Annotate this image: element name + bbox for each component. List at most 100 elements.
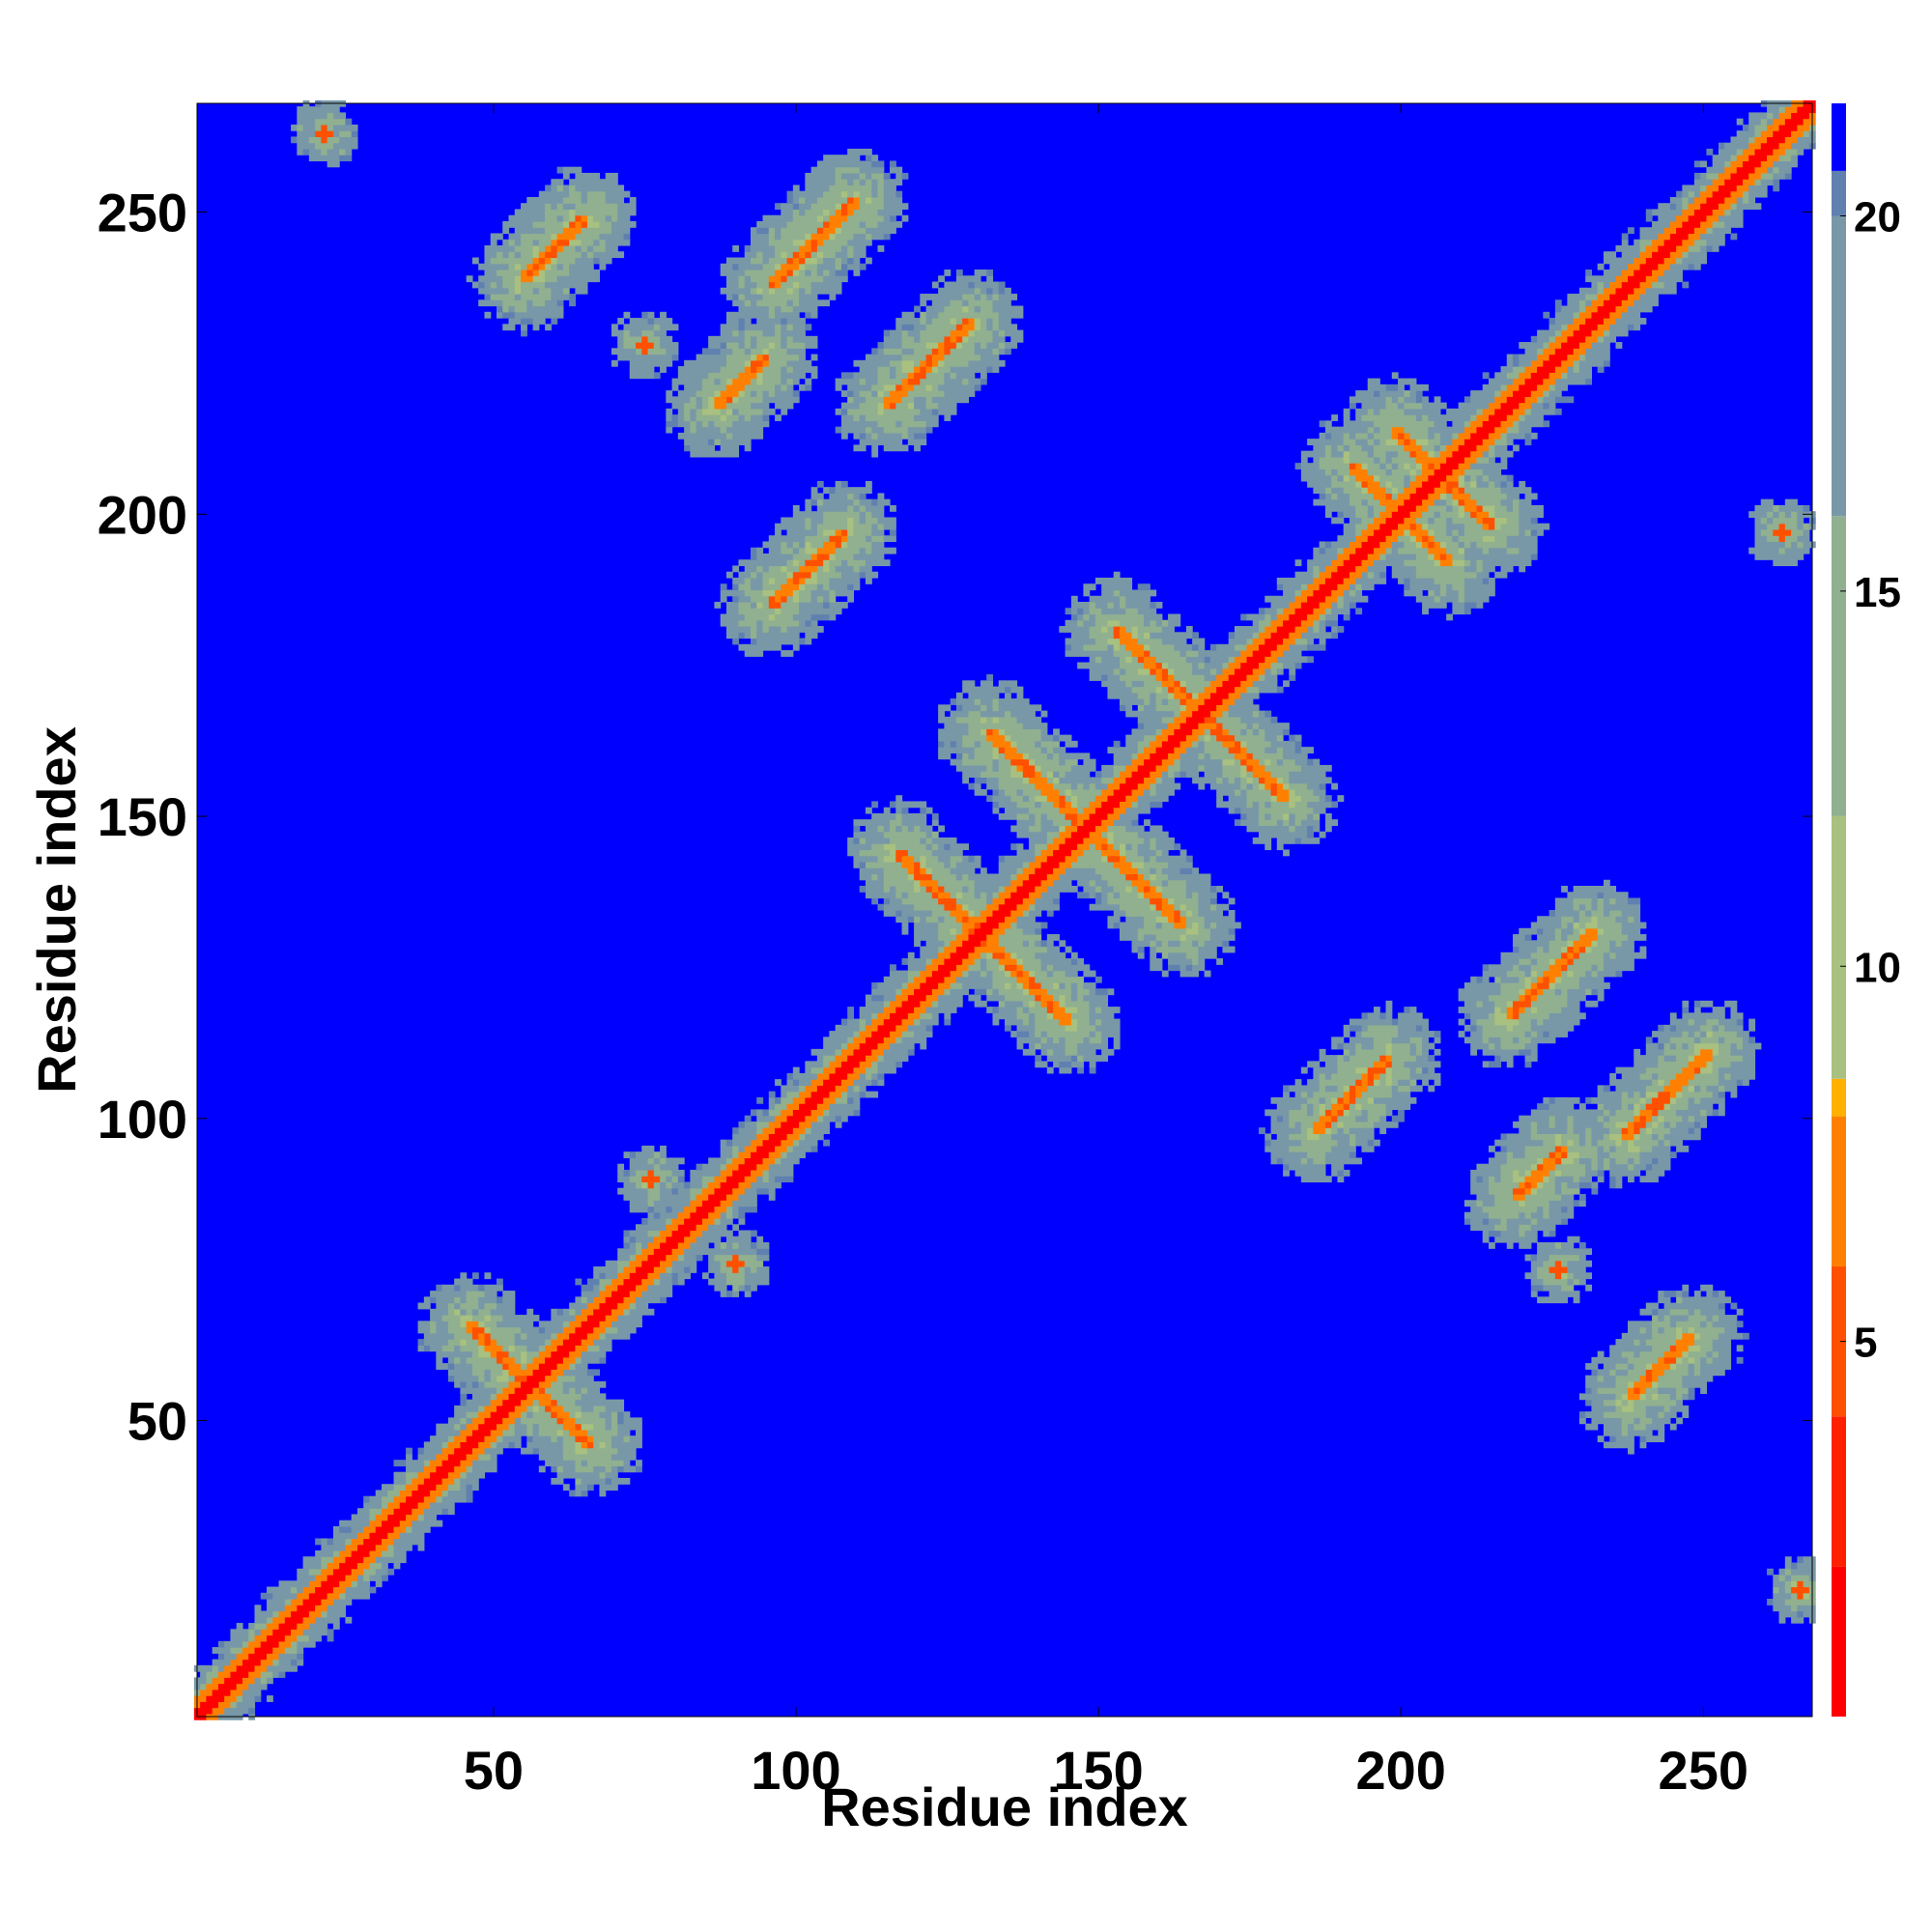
heatmap-cell <box>799 299 806 307</box>
heatmap-cell <box>586 1278 594 1286</box>
heatmap-cell <box>865 439 872 445</box>
heatmap-cell <box>611 196 618 204</box>
heatmap-cell <box>611 172 618 180</box>
heatmap-cell <box>805 626 812 633</box>
heatmap-cell <box>526 1447 534 1455</box>
heatmap-cell <box>623 1429 631 1436</box>
heatmap-cell <box>545 257 552 265</box>
heatmap-cell <box>725 1218 733 1225</box>
heatmap-cell <box>581 1375 588 1382</box>
heatmap-cell <box>823 233 830 241</box>
heatmap-cell <box>696 426 703 434</box>
heatmap-cell <box>786 396 794 404</box>
heatmap-cell <box>521 1369 527 1377</box>
heatmap-cell <box>629 1321 637 1328</box>
heatmap-cell <box>732 402 740 410</box>
heatmap-cell <box>768 251 776 259</box>
heatmap-cell <box>810 220 818 228</box>
heatmap-cell <box>781 1121 788 1128</box>
heatmap-cell <box>775 1079 781 1086</box>
heatmap-cell <box>660 1157 667 1165</box>
heatmap-cell <box>236 1664 243 1672</box>
heatmap-cell <box>829 245 837 252</box>
heatmap-cell <box>805 1115 812 1122</box>
heatmap-cell <box>508 1375 516 1382</box>
heatmap-cell <box>816 1127 824 1135</box>
heatmap-cell <box>775 354 781 361</box>
heatmap-cell <box>629 1296 637 1304</box>
heatmap-cell <box>877 879 885 887</box>
heatmap-cell <box>653 1151 661 1159</box>
heatmap-cell <box>556 1441 564 1449</box>
heatmap-cell <box>526 1308 534 1316</box>
heatmap-cell <box>605 1447 612 1455</box>
heatmap-cell <box>436 1453 443 1461</box>
heatmap-cell <box>714 1181 722 1189</box>
heatmap-cell <box>629 1206 637 1213</box>
heatmap-cell <box>914 994 921 1002</box>
heatmap-cell <box>629 1308 637 1316</box>
heatmap-cell <box>799 287 806 295</box>
heatmap-cell <box>521 281 527 289</box>
heatmap-cell <box>586 1387 594 1394</box>
heatmap-cell <box>514 318 522 325</box>
heatmap-cell <box>756 390 764 397</box>
heatmap-cell <box>768 305 776 313</box>
heatmap-cell <box>436 1356 443 1364</box>
heatmap-cell <box>799 275 806 283</box>
heatmap-cell <box>890 855 896 863</box>
heatmap-cell <box>865 220 872 228</box>
heatmap-cell <box>382 1490 388 1497</box>
heatmap-cell <box>799 528 806 536</box>
heatmap-cell <box>356 1556 364 1564</box>
heatmap-cell <box>339 1580 347 1588</box>
heatmap-cell <box>775 595 781 603</box>
heatmap-cell <box>593 1356 601 1364</box>
heatmap-cell <box>611 1284 618 1292</box>
heatmap-cell <box>399 1544 407 1551</box>
heatmap-cell <box>725 450 733 458</box>
heatmap-cell <box>605 1405 612 1412</box>
heatmap-cell <box>901 885 909 893</box>
heatmap-cell <box>847 1103 855 1110</box>
heatmap-cell <box>653 1176 661 1183</box>
heatmap-cell <box>521 263 527 270</box>
heatmap-cell <box>853 1085 861 1093</box>
heatmap-cell <box>514 239 522 246</box>
heatmap-cell <box>248 1695 256 1702</box>
heatmap-cell <box>315 112 322 120</box>
heatmap-cell <box>701 402 709 410</box>
heatmap-cell <box>738 342 746 349</box>
heatmap-cell <box>617 1163 625 1171</box>
heatmap-cell <box>556 190 564 198</box>
heatmap-cell <box>914 964 921 972</box>
heatmap-cell <box>375 1550 383 1557</box>
heatmap-cell <box>545 1375 552 1382</box>
heatmap-cell <box>751 650 757 657</box>
heatmap-cell <box>877 426 885 434</box>
heatmap-cell <box>356 1568 364 1576</box>
heatmap-cell <box>217 1659 225 1666</box>
heatmap-cell <box>920 1031 927 1037</box>
heatmap-cell <box>895 801 903 809</box>
heatmap-cell <box>586 1484 594 1492</box>
heatmap-cell <box>738 359 746 367</box>
heatmap-cell <box>490 1387 497 1394</box>
heatmap-cell <box>291 1664 298 1672</box>
heatmap-cell <box>865 1048 872 1056</box>
heatmap-cell <box>586 1380 594 1388</box>
heatmap-cell <box>762 541 770 549</box>
heatmap-cell <box>751 619 757 627</box>
heatmap-cell <box>762 414 770 421</box>
heatmap-cell <box>907 825 915 833</box>
heatmap-cell <box>847 160 855 168</box>
heatmap-cell <box>471 1332 479 1340</box>
heatmap-cell <box>725 335 733 343</box>
heatmap-cell <box>636 318 642 325</box>
heatmap-cell <box>786 1145 794 1152</box>
heatmap-cell <box>725 444 733 452</box>
heatmap-cell <box>339 1599 347 1605</box>
heatmap-cell <box>738 402 746 410</box>
heatmap-cell <box>920 946 927 953</box>
heatmap-cell <box>677 402 685 410</box>
